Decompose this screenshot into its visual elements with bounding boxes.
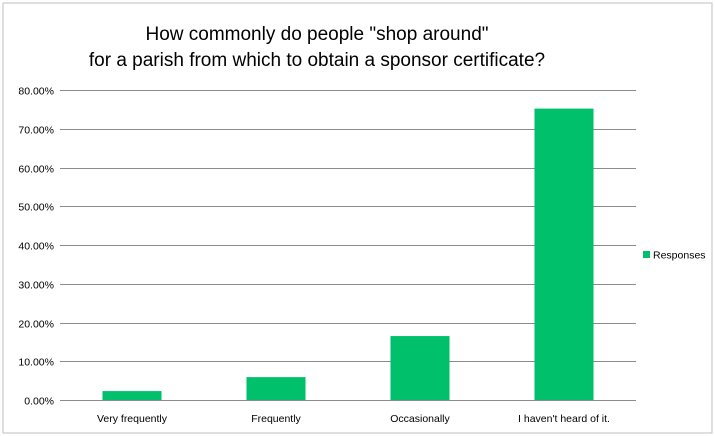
bar <box>102 391 162 400</box>
legend: Responses <box>643 250 706 262</box>
x-axis-category-labels: Very frequently Frequently Occasionally I h… <box>97 413 610 425</box>
x-category-label: Frequently <box>251 413 301 425</box>
bars <box>102 108 594 400</box>
bar <box>534 108 594 400</box>
chart-title-line-2: for a parish from which to obtain a spon… <box>89 50 545 71</box>
y-tick-label: 50.00% <box>18 202 54 214</box>
y-tick-label: 40.00% <box>18 241 54 253</box>
y-tick-label: 80.00% <box>18 86 54 98</box>
bar <box>390 336 450 400</box>
y-tick-label: 70.00% <box>18 125 54 137</box>
x-category-label: Very frequently <box>97 413 168 425</box>
chart-title-line-1: How commonly do people "shop around" <box>145 24 488 45</box>
legend-swatch <box>643 251 650 258</box>
bar <box>246 377 306 400</box>
y-tick-label: 60.00% <box>18 164 54 176</box>
y-tick-label: 30.00% <box>18 280 54 292</box>
x-category-label: Occasionally <box>390 413 450 425</box>
legend-label: Responses <box>653 250 706 262</box>
y-tick-label: 0.00% <box>24 396 54 408</box>
x-category-label: I haven't heard of it. <box>518 413 610 425</box>
y-axis-tick-labels: 0.00% 10.00% 20.00% 30.00% 40.00% 50.00% 60.00… <box>18 86 54 408</box>
y-tick-label: 20.00% <box>18 319 54 331</box>
y-tick-label: 10.00% <box>18 357 54 369</box>
